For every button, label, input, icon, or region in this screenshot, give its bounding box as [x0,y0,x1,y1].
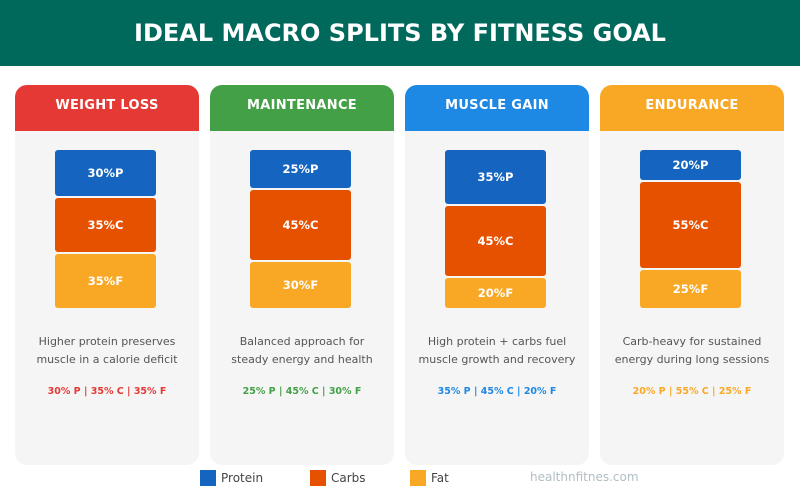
bar-segment-protein: 30%P [55,150,156,196]
card-description: Higher protein preserves muscle in a calo… [15,333,199,369]
goal-card: WEIGHT LOSS 30%P 35%C 35%F Higher protein pr… [15,85,199,465]
site-watermark: healthnfitnes.com [530,470,639,484]
stacked-bar: 20%P 55%C 25%F [640,150,741,310]
protein-swatch [200,470,216,486]
description-line: muscle in a calorie deficit [36,353,178,366]
fat-swatch [410,470,426,486]
macro-split-label: 30% P | 35% C | 35% F [47,386,167,397]
bar-segment-carbs: 45%C [250,190,351,260]
bar-segment-carbs: 55%C [640,182,741,268]
bar-segment-protein: 20%P [640,150,741,180]
description-line: steady energy and health [231,353,373,366]
card-title: WEIGHT LOSS [15,85,199,131]
bar-segment-fat: 25%F [640,270,741,308]
macro-split-label: 20% P | 55% C | 25% F [632,386,752,397]
bar-segment-protein: 25%P [250,150,351,188]
card-description: Balanced approach for steady energy and h… [210,333,394,369]
legend-label: Protein [221,471,264,485]
legend-label: Fat [431,471,449,485]
bar-segment-fat: 20%F [445,278,546,308]
bar-segment-carbs: 35%C [55,198,156,252]
bar-segment-carbs: 45%C [445,206,546,276]
stacked-bar: 25%P 45%C 30%F [250,150,351,310]
legend-fat: Fat [410,470,449,486]
macro-split-label: 25% P | 45% C | 30% F [242,386,362,397]
goal-card: ENDURANCE 20%P 55%C 25%F Carb-heavy for sust… [600,85,784,465]
card-title: ENDURANCE [600,85,784,131]
stacked-bar: 30%P 35%C 35%F [55,150,156,310]
stacked-bar: 35%P 45%C 20%F [445,150,546,310]
legend-carbs: Carbs [310,470,366,486]
description-line: High protein + carbs fuel [427,335,567,348]
description-line: Balanced approach for [239,335,365,348]
legend-protein: Protein [200,470,263,486]
goal-card: MUSCLE GAIN 35%P 45%C 20%F High protein + ca… [405,85,589,465]
description-line: muscle growth and recovery [418,353,576,366]
bar-segment-protein: 35%P [445,150,546,204]
carbs-swatch [310,470,326,486]
legend-label: Carbs [331,471,366,485]
description-line: energy during long sessions [614,353,770,366]
bar-segment-fat: 35%F [55,254,156,308]
description-line: Carb-heavy for sustained [622,335,762,348]
bar-segment-fat: 30%F [250,262,351,308]
card-title: MUSCLE GAIN [405,85,589,131]
card-description: High protein + carbs fuel muscle growth a… [405,333,589,369]
card-description: Carb-heavy for sustained energy during lo… [600,333,784,369]
card-title: MAINTENANCE [210,85,394,131]
macro-split-label: 35% P | 45% C | 20% F [437,386,557,397]
goal-card: MAINTENANCE 25%P 45%C 30%F Balanced approach… [210,85,394,465]
description-line: Higher protein preserves [38,335,176,348]
page-title: IDEAL MACRO SPLITS BY FITNESS GOAL [0,0,800,66]
